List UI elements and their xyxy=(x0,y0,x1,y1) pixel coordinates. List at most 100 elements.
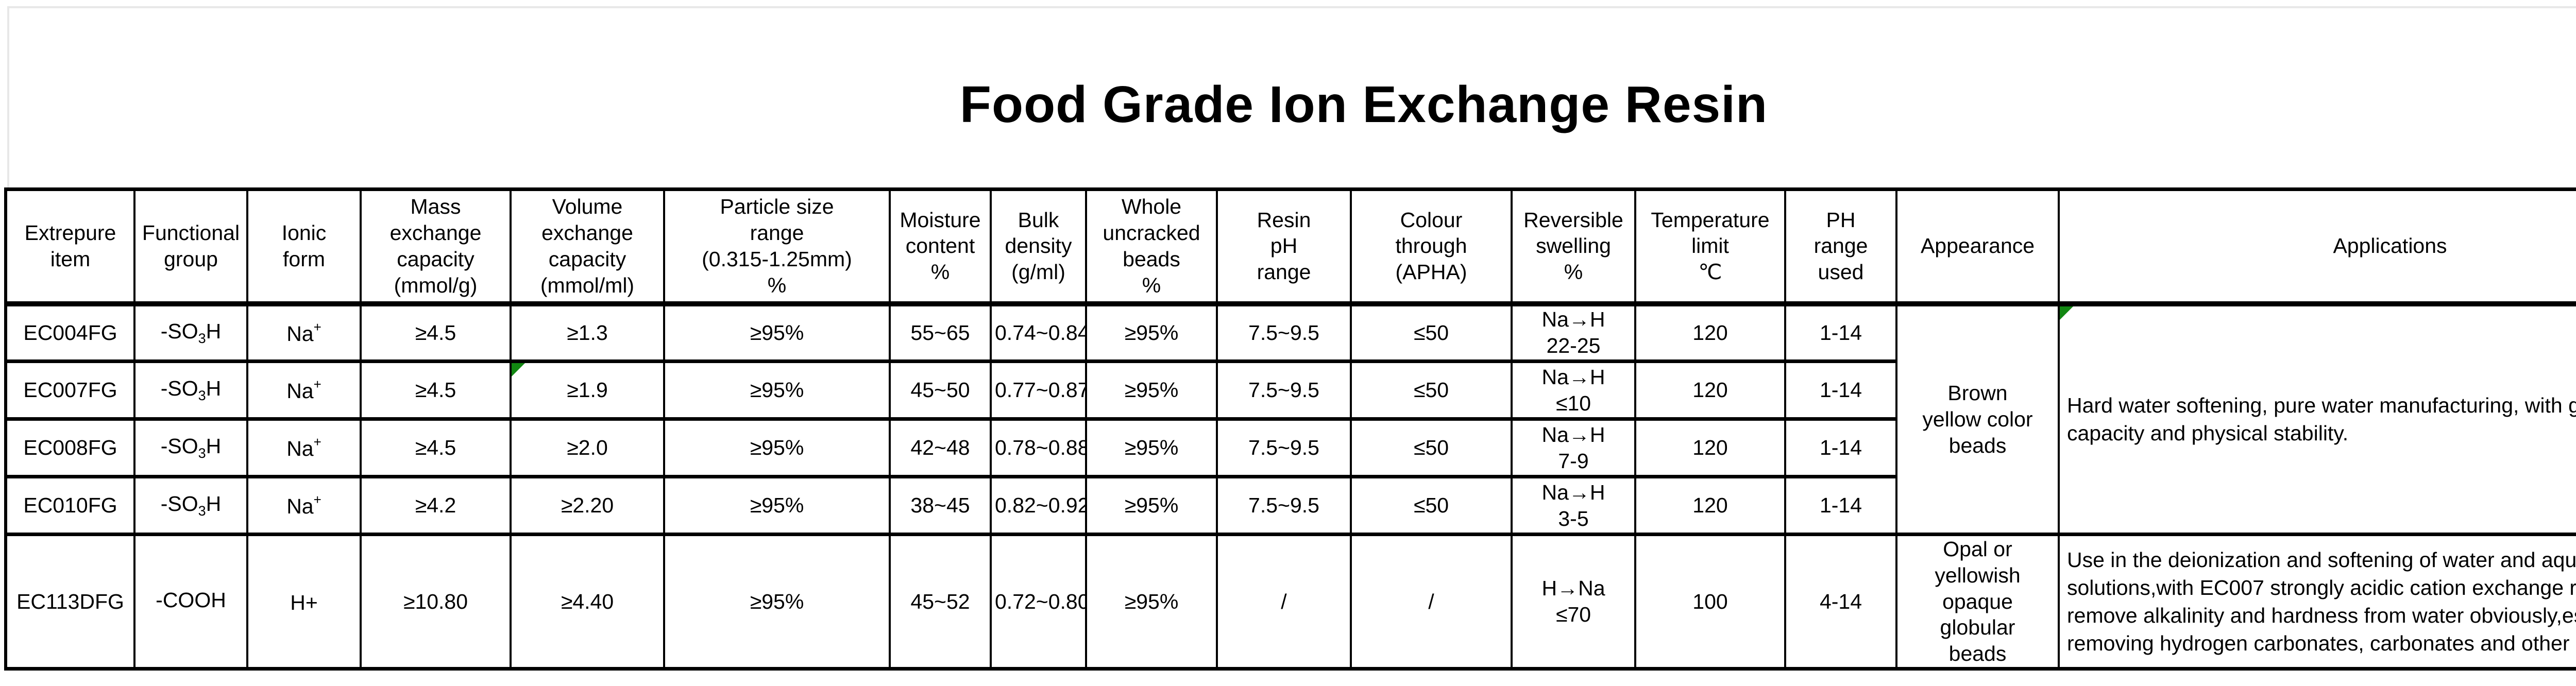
cell-volume-exchange: ≥2.0 xyxy=(510,417,665,478)
col-header-moisture-content: Moisture content % xyxy=(889,187,992,306)
cell-resin-ph: 7.5~9.5 xyxy=(1216,475,1352,536)
functional-group-text: H xyxy=(206,434,222,458)
cell-reversible-swelling: Na→H 7-9 xyxy=(1511,417,1636,478)
cell-bulk-density: 0.82~0.92 xyxy=(990,475,1087,536)
cell-colour-through: ≤50 xyxy=(1350,359,1513,421)
cell-moisture: 42~48 xyxy=(889,417,992,478)
cell-colour-through: ≤50 xyxy=(1350,417,1513,478)
functional-group-text: H xyxy=(206,376,222,401)
functional-group-text: -SO xyxy=(160,376,198,401)
cell-particle-size: ≥95% xyxy=(663,532,891,671)
cell-volume-exchange: ≥2.20 xyxy=(510,475,665,536)
table-row-ec008fg: EC008FG -SO3H Na+ ≥4.5 ≥2.0 ≥95% 42~48 0… xyxy=(5,417,2576,478)
subscript-text: 3 xyxy=(198,445,206,461)
cell-whole-beads: ≥95% xyxy=(1085,417,1218,478)
cell-resin-ph: / xyxy=(1216,532,1352,671)
cell-mass-exchange: ≥4.5 xyxy=(360,417,512,478)
col-header-temperature-limit: Temperature limit ℃ xyxy=(1634,187,1786,306)
cell-appearance-merged: Brown yellow color beads xyxy=(1895,302,2060,536)
col-header-whole-uncracked-beads: Whole uncracked beads % xyxy=(1085,187,1218,306)
cell-functional-group: -SO3H xyxy=(133,302,248,363)
col-header-functional-group: Functional group xyxy=(133,187,248,306)
cell-whole-beads: ≥95% xyxy=(1085,532,1218,671)
superscript-text: + xyxy=(313,434,321,450)
cell-mass-exchange: ≥4.5 xyxy=(360,359,512,421)
table-header: Extrepure item Functional group Ionic fo… xyxy=(5,187,2576,306)
cell-bulk-density: 0.74~0.84 xyxy=(990,302,1087,363)
functional-group-text: -SO xyxy=(160,319,198,344)
cell-colour-through: ≤50 xyxy=(1350,475,1513,536)
ionic-form-text: Na xyxy=(286,379,314,403)
ionic-form-text: Na xyxy=(286,321,314,346)
cell-functional-group: -SO3H xyxy=(133,359,248,421)
col-header-ph-range-used: PH range used xyxy=(1784,187,1897,306)
applications-text: Hard water softening, pure water manufac… xyxy=(2067,393,2576,445)
cell-temperature-limit: 120 xyxy=(1634,302,1786,363)
cell-moisture: 38~45 xyxy=(889,475,992,536)
table-row-ec010fg: EC010FG -SO3H Na+ ≥4.2 ≥2.20 ≥95% 38~45 … xyxy=(5,475,2576,536)
cell-ionic-form: Na+ xyxy=(246,417,362,478)
table-row-ec007fg: EC007FG -SO3H Na+ ≥4.5 ≥1.9 ≥95% 45~50 0… xyxy=(5,359,2576,421)
cell-particle-size: ≥95% xyxy=(663,359,891,421)
cell-reversible-swelling: Na→H ≤10 xyxy=(1511,359,1636,421)
cell-volume-exchange: ≥1.9 xyxy=(510,359,665,421)
functional-group-text: H xyxy=(206,492,222,516)
col-header-extrepure-item: Extrepure item xyxy=(5,187,135,306)
cell-functional-group: -SO3H xyxy=(133,417,248,478)
green-corner-marker xyxy=(513,365,525,376)
cell-resin-ph: 7.5~9.5 xyxy=(1216,359,1352,421)
page-edge-top xyxy=(7,6,2576,8)
functional-group-text: -SO xyxy=(160,492,198,516)
col-header-mass-exchange-capacity: Mass exchange capacity (mmol/g) xyxy=(360,187,512,306)
cell-reversible-swelling: Na→H 3-5 xyxy=(1511,475,1636,536)
cell-item: EC007FG xyxy=(5,359,135,421)
header-row: Extrepure item Functional group Ionic fo… xyxy=(5,187,2576,306)
cell-ph-range-used: 4-14 xyxy=(1784,532,1897,671)
cell-moisture: 55~65 xyxy=(889,302,992,363)
col-header-applications: Applications xyxy=(2058,187,2576,306)
cell-volume-exchange: ≥4.40 xyxy=(510,532,665,671)
cell-mass-exchange: ≥4.2 xyxy=(360,475,512,536)
cell-reversible-swelling: Na→H 22-25 xyxy=(1511,302,1636,363)
cell-mass-exchange: ≥10.80 xyxy=(360,532,512,671)
functional-group-text: H xyxy=(206,319,222,344)
cell-colour-through: / xyxy=(1350,532,1513,671)
table-row-ec113dfg: EC113DFG -COOH H+ ≥10.80 ≥4.40 ≥95% 45~5… xyxy=(5,532,2576,671)
cell-temperature-limit: 120 xyxy=(1634,359,1786,421)
functional-group-text: -COOH xyxy=(156,588,226,612)
cell-bulk-density: 0.77~0.87 xyxy=(990,359,1087,421)
cell-particle-size: ≥95% xyxy=(663,302,891,363)
cell-bulk-density: 0.78~0.88 xyxy=(990,417,1087,478)
cell-item: EC008FG xyxy=(5,417,135,478)
col-header-volume-exchange-capacity: Volume exchange capacity (mmol/ml) xyxy=(510,187,665,306)
superscript-text: + xyxy=(313,492,321,508)
ionic-form-text: H+ xyxy=(290,590,318,614)
subscript-text: 3 xyxy=(198,331,206,347)
cell-temperature-limit: 120 xyxy=(1634,417,1786,478)
table-body: EC004FG -SO3H Na+ ≥4.5 ≥1.3 ≥95% 55~65 0… xyxy=(5,302,2576,671)
cell-item: EC113DFG xyxy=(5,532,135,671)
col-header-bulk-density: Bulk density (g/ml) xyxy=(990,187,1087,306)
cell-ph-range-used: 1-14 xyxy=(1784,302,1897,363)
cell-functional-group: -COOH xyxy=(133,532,248,671)
subscript-text: 3 xyxy=(198,503,206,519)
cell-resin-ph: 7.5~9.5 xyxy=(1216,302,1352,363)
col-header-colour-through: Colour through (APHA) xyxy=(1350,187,1513,306)
col-header-particle-size-range: Particle size range (0.315-1.25mm) % xyxy=(663,187,891,306)
cell-colour-through: ≤50 xyxy=(1350,302,1513,363)
superscript-text: + xyxy=(313,319,321,335)
table-row-ec004fg: EC004FG -SO3H Na+ ≥4.5 ≥1.3 ≥95% 55~65 0… xyxy=(5,302,2576,536)
cell-whole-beads: ≥95% xyxy=(1085,475,1218,536)
cell-whole-beads: ≥95% xyxy=(1085,359,1218,421)
cell-ionic-form: Na+ xyxy=(246,359,362,421)
cell-particle-size: ≥95% xyxy=(663,475,891,536)
resin-spec-table: Extrepure item Functional group Ionic fo… xyxy=(4,187,2576,671)
cell-ionic-form: Na+ xyxy=(246,475,362,536)
page-title: Food Grade Ion Exchange Resin xyxy=(959,76,1768,133)
col-header-reversible-swelling: Reversible swelling % xyxy=(1511,187,1636,306)
col-header-ionic-form: Ionic form xyxy=(246,187,362,306)
subscript-text: 3 xyxy=(198,388,206,404)
functional-group-text: -SO xyxy=(160,434,198,458)
volume-text: ≥1.9 xyxy=(567,378,608,402)
